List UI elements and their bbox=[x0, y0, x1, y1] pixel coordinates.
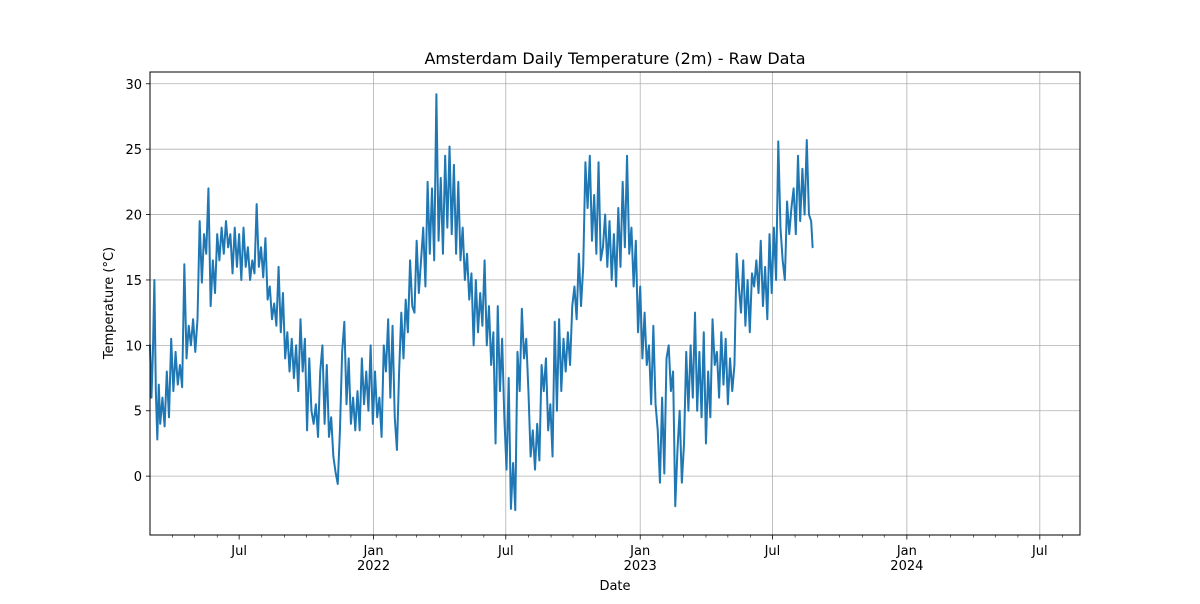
y-tick-label: 0 bbox=[134, 470, 142, 485]
y-axis-label: Temperature (°C) bbox=[102, 247, 117, 360]
x-tick-year-label: 2022 bbox=[357, 559, 390, 574]
x-tick-year-label: 2023 bbox=[624, 559, 657, 574]
chart-title: Amsterdam Daily Temperature (2m) - Raw D… bbox=[424, 49, 805, 68]
series-layer bbox=[149, 93, 814, 512]
y-tick-label: 15 bbox=[125, 274, 142, 289]
y-tick-label: 20 bbox=[125, 209, 142, 224]
x-tick-label: Jul bbox=[497, 544, 514, 559]
x-tick-label: Jul bbox=[764, 544, 781, 559]
plot-frame bbox=[149, 71, 1081, 536]
x-tick-label: Jul bbox=[1031, 544, 1048, 559]
y-tick-label: 25 bbox=[125, 143, 142, 158]
x-tick-year-label: 2024 bbox=[890, 559, 923, 574]
y-axis-ticks: 0 5 10 15 20 25 30 bbox=[125, 78, 150, 485]
temperature-series-line bbox=[149, 93, 814, 512]
x-tick-label: Jul bbox=[230, 544, 247, 559]
y-tick-label: 30 bbox=[125, 78, 142, 93]
y-tick-label: 10 bbox=[125, 339, 142, 354]
y-tick-label: 5 bbox=[134, 405, 142, 420]
x-tick-label: Jan bbox=[363, 544, 384, 559]
x-axis-label: Date bbox=[599, 579, 630, 594]
x-tick-label: Jan bbox=[896, 544, 917, 559]
x-tick-label: Jan bbox=[629, 544, 650, 559]
